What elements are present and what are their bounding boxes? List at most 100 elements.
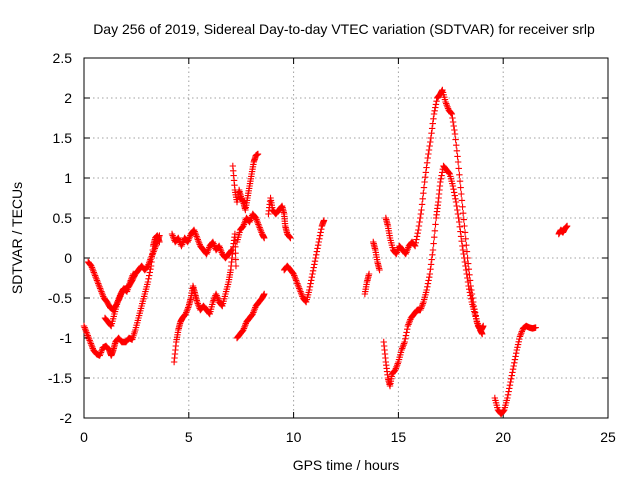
data-point — [461, 229, 469, 236]
data-point — [422, 169, 430, 176]
series-2 — [84, 86, 571, 338]
data-point — [401, 338, 408, 346]
data-point — [454, 153, 461, 160]
data-point — [414, 230, 421, 237]
data-point — [428, 130, 435, 137]
data-point — [514, 344, 521, 351]
data-point — [470, 302, 478, 310]
data-point — [455, 165, 462, 172]
data-point — [453, 147, 461, 154]
data-point — [421, 178, 428, 186]
data-point — [450, 122, 457, 130]
data-point — [425, 150, 432, 158]
data-point — [412, 239, 419, 246]
x-tick-label: 15 — [391, 429, 407, 445]
data-point — [145, 272, 153, 279]
data-point — [365, 270, 373, 278]
data-point — [418, 201, 426, 208]
data-point — [459, 246, 467, 254]
data-point — [232, 256, 239, 263]
data-point — [465, 266, 473, 273]
data-point — [458, 190, 465, 198]
data-point — [464, 254, 471, 262]
data-point — [456, 171, 463, 178]
y-tick-label: -2 — [60, 410, 73, 426]
data-point — [450, 189, 458, 196]
data-point — [468, 290, 476, 298]
grid-lines — [84, 58, 608, 418]
data-point — [428, 256, 435, 263]
data-point — [227, 247, 235, 254]
data-point — [432, 101, 440, 108]
data-point — [459, 210, 467, 217]
data-point — [532, 324, 539, 331]
data-point — [508, 372, 515, 379]
x-tick-label: 10 — [286, 429, 302, 445]
data-point — [456, 178, 464, 185]
data-point — [308, 277, 315, 284]
data-point — [462, 266, 470, 274]
data-point — [425, 146, 433, 154]
y-tick-label: 1 — [64, 170, 72, 186]
data-point — [472, 312, 479, 319]
data-point — [437, 178, 444, 186]
data-point — [480, 322, 487, 330]
data-point — [426, 274, 433, 281]
data-point — [156, 232, 163, 239]
data-point — [500, 407, 507, 414]
data-point — [511, 359, 518, 366]
data-point — [430, 110, 438, 118]
data-point — [438, 172, 445, 179]
data-point — [228, 246, 235, 254]
data-point — [466, 271, 473, 278]
y-tick-label: -1.5 — [48, 370, 72, 386]
data-point — [460, 250, 467, 258]
data-point — [430, 115, 437, 122]
data-point — [402, 332, 410, 339]
data-point — [513, 346, 521, 354]
data-point — [510, 362, 517, 370]
chart-title: Day 256 of 2019, Sidereal Day-to-day VTE… — [93, 21, 595, 37]
data-point — [469, 294, 476, 302]
data-point — [450, 186, 457, 193]
data-point — [427, 266, 434, 273]
data-point — [402, 335, 409, 342]
data-point — [287, 234, 294, 242]
data-point — [467, 282, 474, 290]
data-point — [144, 278, 152, 286]
data-point — [462, 235, 469, 242]
data-point — [455, 214, 462, 222]
data-point — [419, 195, 426, 202]
data-point — [315, 238, 322, 246]
data-point — [509, 369, 516, 376]
data-point — [424, 280, 432, 287]
data-point — [512, 350, 520, 357]
y-tick-label: 0.5 — [53, 210, 73, 226]
data-point — [466, 277, 474, 284]
data-point — [471, 306, 478, 313]
data-point — [455, 218, 463, 226]
data-point — [448, 110, 456, 118]
data-point — [452, 195, 459, 202]
data-point — [437, 175, 445, 182]
data-point — [464, 260, 472, 267]
data-point — [432, 104, 439, 111]
data-point — [311, 258, 319, 265]
y-tick-label: 1.5 — [53, 130, 73, 146]
data-point — [254, 150, 262, 158]
data-point — [427, 134, 435, 142]
data-point — [511, 356, 519, 363]
data-point — [232, 243, 239, 250]
data-point — [307, 280, 314, 287]
data-point — [416, 214, 424, 222]
x-tick-label: 0 — [80, 429, 88, 445]
data-point — [309, 267, 317, 274]
data-point — [463, 270, 470, 278]
data-point — [286, 234, 294, 241]
data-point — [130, 270, 137, 278]
data-point — [232, 250, 239, 257]
data-point — [411, 242, 419, 250]
data-point — [423, 164, 430, 171]
data-point — [415, 222, 423, 230]
data-point — [507, 378, 514, 386]
